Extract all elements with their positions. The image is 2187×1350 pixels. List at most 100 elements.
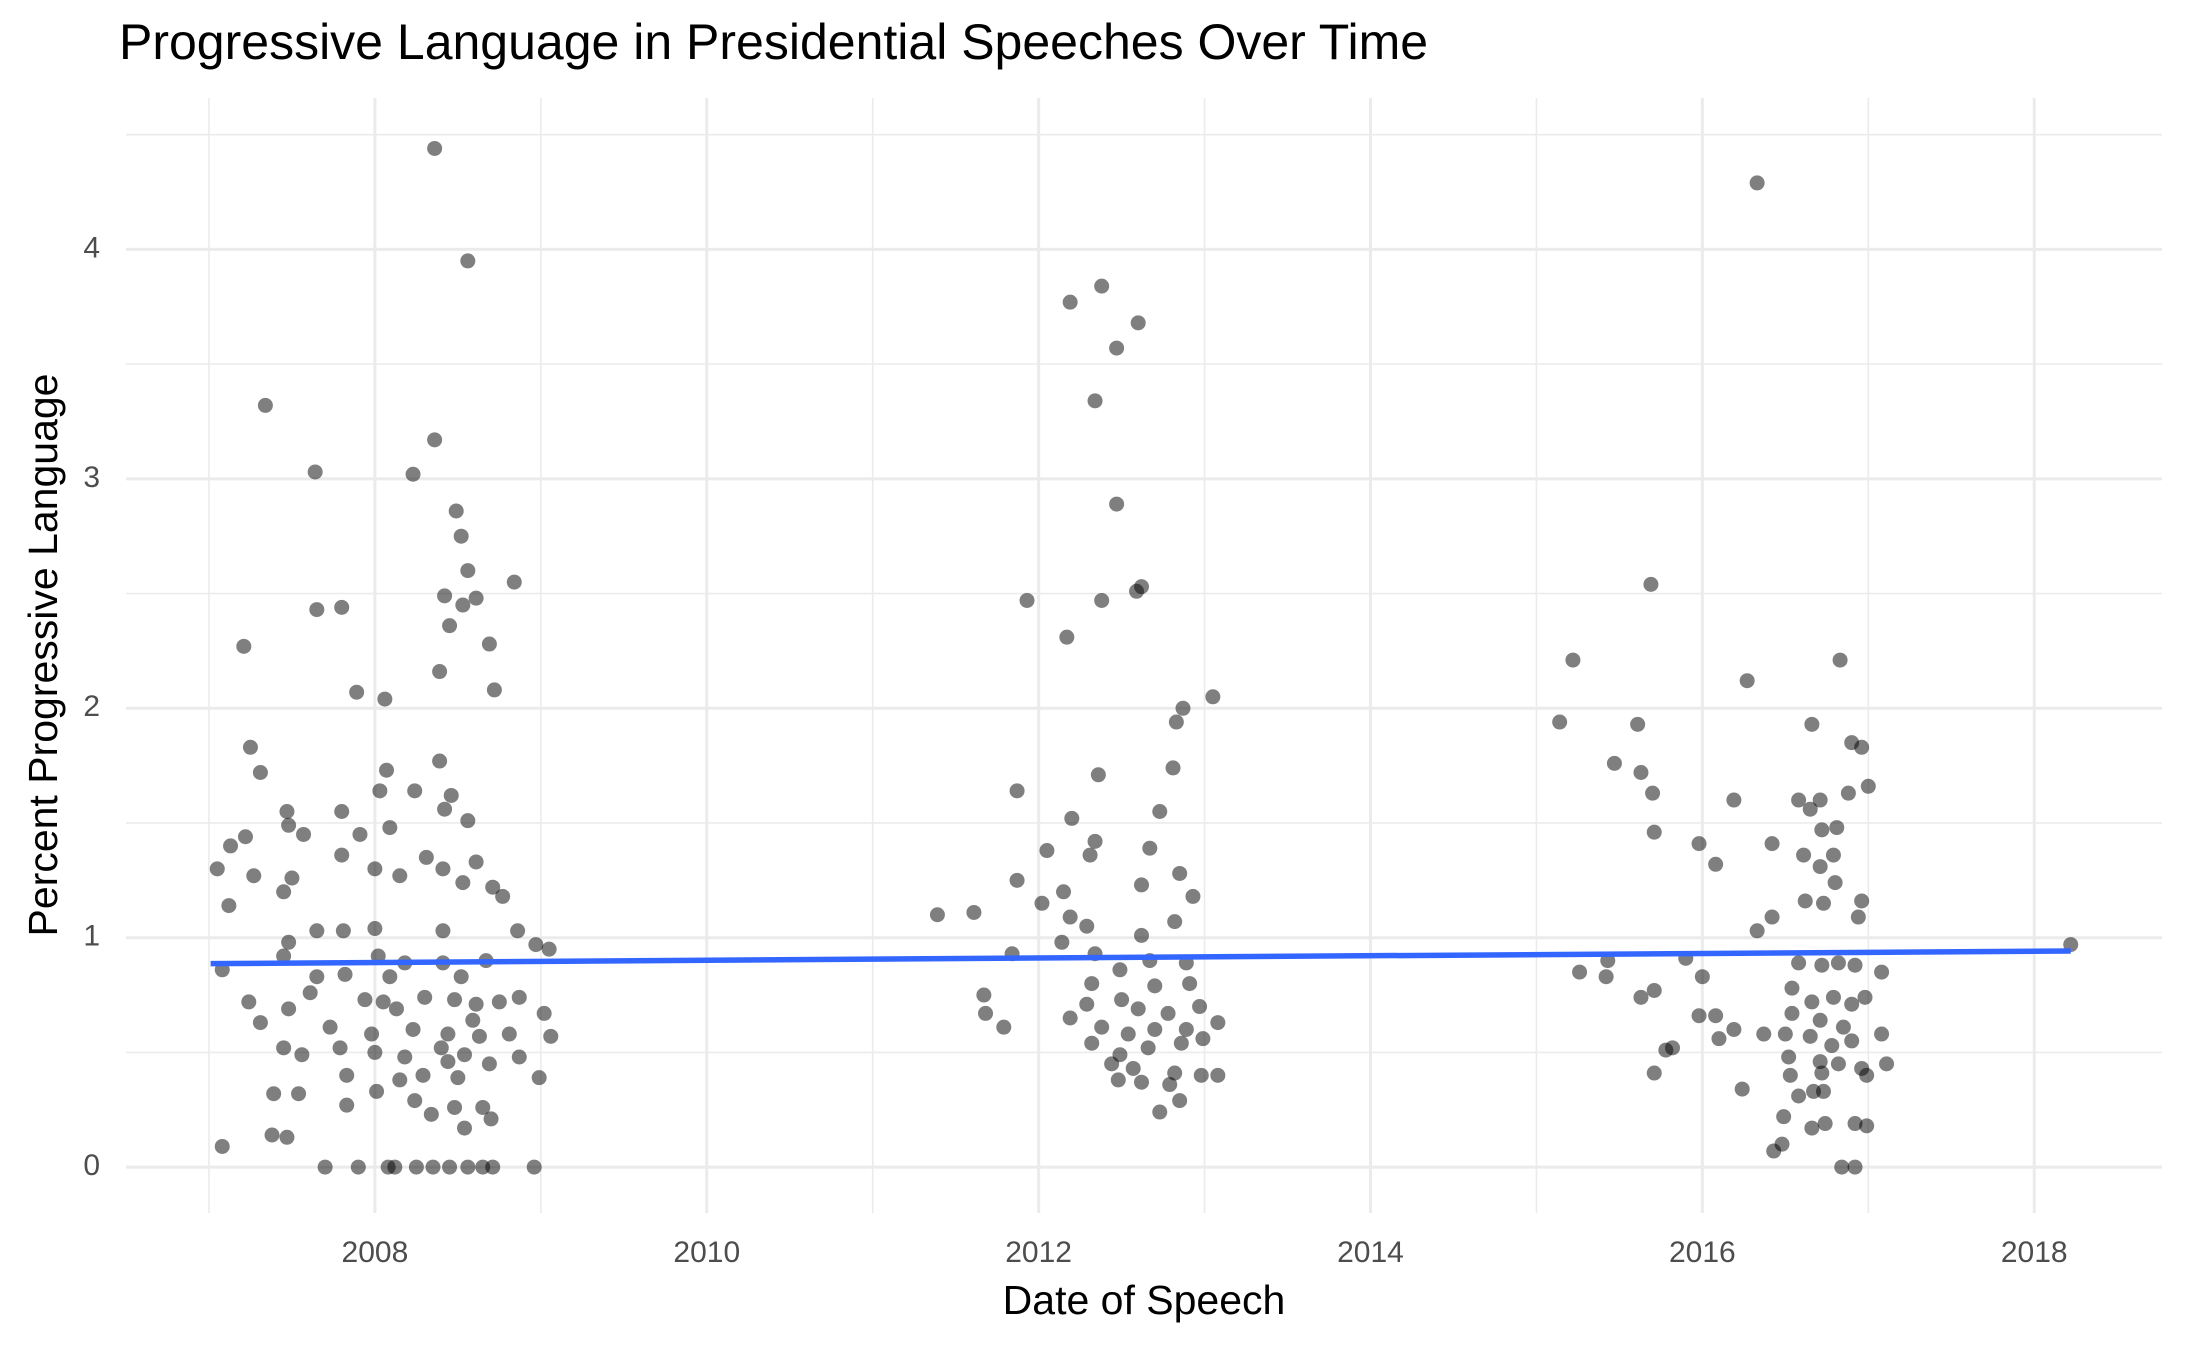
- point: [1784, 1005, 1800, 1021]
- point: [334, 599, 350, 615]
- point: [468, 590, 484, 606]
- point: [309, 969, 325, 985]
- point: [1109, 340, 1125, 356]
- point: [1064, 810, 1080, 826]
- point: [510, 923, 526, 939]
- point: [1804, 994, 1820, 1010]
- point: [437, 801, 453, 817]
- point: [317, 1159, 333, 1175]
- point: [435, 923, 451, 939]
- point: [1764, 909, 1780, 925]
- point: [369, 1083, 385, 1099]
- point: [450, 1070, 466, 1086]
- point: [1598, 969, 1614, 985]
- point: [1182, 976, 1198, 992]
- point: [242, 739, 258, 755]
- point: [501, 1026, 517, 1042]
- point: [1125, 1060, 1141, 1076]
- point: [281, 1001, 297, 1017]
- point: [433, 1040, 449, 1056]
- point: [1147, 1021, 1163, 1037]
- point: [1830, 1056, 1846, 1072]
- point: [302, 985, 318, 1001]
- point: [966, 904, 982, 920]
- x-tick-label: 2012: [1005, 1236, 1072, 1269]
- point: [465, 1012, 481, 1028]
- point: [453, 528, 469, 544]
- point: [1859, 1067, 1875, 1083]
- chart-title: Progressive Language in Presidential Spe…: [119, 14, 1428, 70]
- point: [1804, 716, 1820, 732]
- point: [367, 921, 383, 937]
- marks: [209, 140, 2079, 1175]
- point: [1178, 1021, 1194, 1037]
- point: [276, 948, 292, 964]
- x-tick-label: 2008: [342, 1236, 409, 1269]
- point: [296, 826, 312, 842]
- point: [1109, 496, 1125, 512]
- point: [357, 992, 373, 1008]
- y-axis-title: Percent Progressive Language: [20, 374, 66, 937]
- point: [475, 1099, 491, 1115]
- point: [1726, 1021, 1742, 1037]
- x-tick-label: 2016: [1669, 1236, 1736, 1269]
- point: [506, 574, 522, 590]
- point: [281, 817, 297, 833]
- point: [1062, 294, 1078, 310]
- point: [440, 1054, 456, 1070]
- point: [1633, 989, 1649, 1005]
- point: [460, 253, 476, 269]
- point: [1079, 996, 1095, 1012]
- point: [291, 1086, 307, 1102]
- point: [214, 1138, 230, 1154]
- point: [455, 597, 471, 613]
- point: [392, 868, 408, 884]
- point: [1167, 1065, 1183, 1081]
- point: [417, 989, 433, 1005]
- point: [367, 1044, 383, 1060]
- point: [237, 829, 253, 845]
- point: [457, 1120, 473, 1136]
- point: [543, 1028, 559, 1044]
- point: [448, 503, 464, 519]
- point: [1824, 1038, 1840, 1054]
- point: [495, 888, 511, 904]
- point: [1711, 1031, 1727, 1047]
- point: [397, 1049, 413, 1065]
- point: [528, 937, 544, 953]
- point: [350, 1159, 366, 1175]
- point: [435, 861, 451, 877]
- point: [276, 1040, 292, 1056]
- y-tick-label: 1: [83, 920, 100, 953]
- point: [1879, 1056, 1895, 1072]
- point: [1815, 1083, 1831, 1099]
- point: [332, 1040, 348, 1056]
- point: [257, 397, 273, 413]
- point: [221, 898, 237, 914]
- point: [481, 1056, 497, 1072]
- point: [1094, 1019, 1110, 1035]
- point: [485, 879, 501, 895]
- point: [1087, 393, 1103, 409]
- point: [1708, 856, 1724, 872]
- point: [1694, 969, 1710, 985]
- point: [1797, 893, 1813, 909]
- point: [1129, 583, 1145, 599]
- point: [1079, 918, 1095, 934]
- point: [483, 1111, 499, 1127]
- point: [1812, 792, 1828, 808]
- point: [1009, 872, 1025, 888]
- point: [252, 1015, 268, 1031]
- point: [1749, 923, 1765, 939]
- point: [929, 907, 945, 923]
- point: [427, 432, 443, 448]
- point: [1664, 1040, 1680, 1056]
- point: [1172, 1093, 1188, 1109]
- point: [1645, 785, 1661, 801]
- point: [266, 1086, 282, 1102]
- point: [1565, 652, 1581, 668]
- point: [1844, 996, 1860, 1012]
- point: [1844, 1033, 1860, 1049]
- point: [1874, 1026, 1890, 1042]
